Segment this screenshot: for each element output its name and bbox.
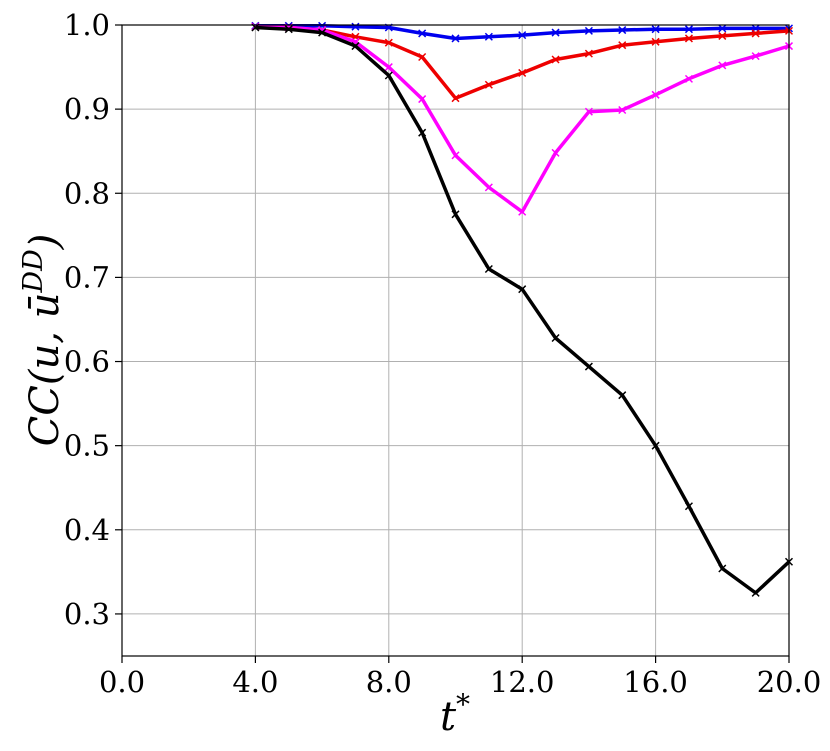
y-tick-label: 0.9 [64, 92, 110, 126]
data-point-marker [618, 105, 627, 115]
data-point-marker [651, 25, 660, 34]
data-point-marker [518, 285, 527, 294]
y-tick-label: 0.5 [64, 429, 110, 463]
data-point-marker [651, 37, 660, 46]
data-point-marker [618, 391, 627, 400]
series-layer [251, 21, 794, 597]
data-point-marker [451, 151, 460, 160]
y-tick-label: 0.4 [64, 513, 110, 547]
data-point-marker [318, 28, 327, 37]
y-tick-label: 0.6 [64, 345, 110, 379]
data-point-marker [584, 362, 593, 371]
data-point-marker [284, 25, 293, 34]
data-point-marker [684, 25, 693, 34]
x-tick-label: 0.0 [99, 665, 145, 699]
data-point-marker [351, 22, 360, 31]
x-axis-label: t* [440, 688, 470, 740]
series-0 [251, 21, 794, 43]
x-tick-label: 16.0 [623, 665, 688, 699]
data-point-marker [651, 441, 660, 450]
data-point-marker [584, 49, 593, 58]
x-tick-label: 12.0 [490, 665, 555, 699]
data-point-marker [418, 128, 427, 137]
data-point-marker [651, 90, 660, 99]
data-point-marker [518, 68, 527, 77]
data-point-marker [718, 24, 727, 33]
x-axis: 0.0 4.0 8.0 12.0 16.0 20.0 [99, 656, 821, 699]
data-point-marker [451, 210, 460, 219]
data-point-marker [384, 63, 393, 72]
grid [121, 24, 790, 656]
plot-frame [121, 24, 790, 657]
data-point-marker [551, 148, 560, 157]
data-point-marker [418, 29, 427, 38]
data-point-marker [618, 41, 627, 50]
data-point-marker [518, 207, 527, 216]
series-3 [251, 23, 794, 597]
data-point-marker [418, 52, 427, 62]
y-tick-label: 0.3 [64, 597, 110, 631]
data-point-marker [584, 107, 593, 116]
data-point-marker [751, 29, 760, 38]
data-point-marker [484, 32, 493, 41]
y-tick-label: 0.7 [64, 260, 110, 294]
data-point-marker [684, 502, 693, 511]
x-tick-label: 20.0 [757, 665, 822, 699]
data-point-marker [551, 55, 560, 64]
data-point-marker [551, 333, 560, 343]
data-point-marker [751, 588, 760, 597]
data-point-marker [351, 42, 360, 51]
data-point-marker [384, 38, 393, 47]
data-point-marker [718, 61, 727, 70]
data-point-marker [551, 28, 560, 37]
data-point-marker [484, 264, 493, 274]
y-axis: 0.3 0.4 0.5 0.6 0.7 0.8 0.9 1.0 [64, 8, 122, 631]
x-tick-label: 4.0 [232, 665, 278, 699]
data-point-marker [484, 183, 493, 192]
data-point-marker [618, 26, 627, 35]
data-point-marker [518, 31, 527, 40]
data-point-marker [451, 94, 460, 103]
data-point-marker [484, 80, 493, 89]
data-point-marker [451, 34, 460, 43]
data-point-marker [751, 52, 760, 61]
data-point-marker [684, 34, 693, 43]
data-point-marker [718, 31, 727, 40]
y-axis-label: CC(u, ūDD) [18, 234, 68, 447]
y-tick-label: 1.0 [64, 8, 110, 42]
data-point-marker [584, 26, 593, 35]
data-point-marker [684, 74, 693, 83]
data-point-marker [418, 95, 427, 104]
data-point-marker [718, 564, 727, 573]
data-point-marker [384, 71, 393, 80]
y-tick-label: 0.8 [64, 176, 110, 210]
x-tick-label: 8.0 [366, 665, 412, 699]
